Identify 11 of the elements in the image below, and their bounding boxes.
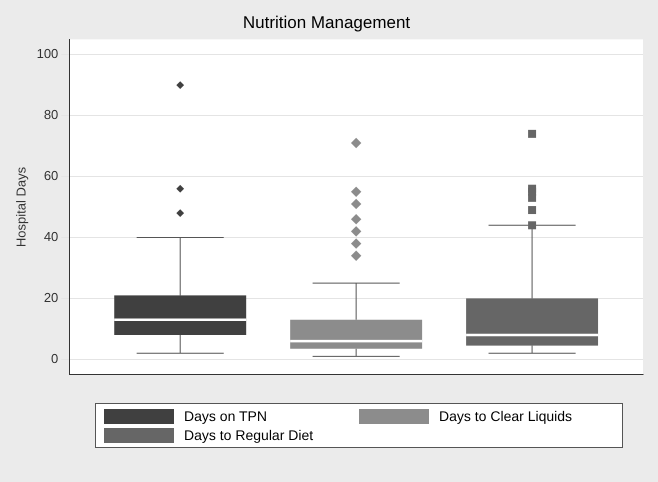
legend-label: Days to Clear Liquids bbox=[439, 408, 572, 424]
y-tick-label: 60 bbox=[44, 168, 58, 184]
y-tick-label: 20 bbox=[44, 290, 58, 305]
chart-title: Nutrition Management bbox=[242, 12, 410, 32]
y-tick-label: 100 bbox=[36, 46, 58, 62]
y-tick-label: 0 bbox=[51, 350, 58, 366]
legend-label: Days on TPN bbox=[184, 408, 267, 424]
y-tick-label: 80 bbox=[44, 107, 58, 122]
y-axis-title: Hospital Days bbox=[13, 166, 28, 248]
legend-label: Days to Regular Diet bbox=[184, 427, 314, 443]
y-tick-label: 40 bbox=[44, 229, 58, 244]
